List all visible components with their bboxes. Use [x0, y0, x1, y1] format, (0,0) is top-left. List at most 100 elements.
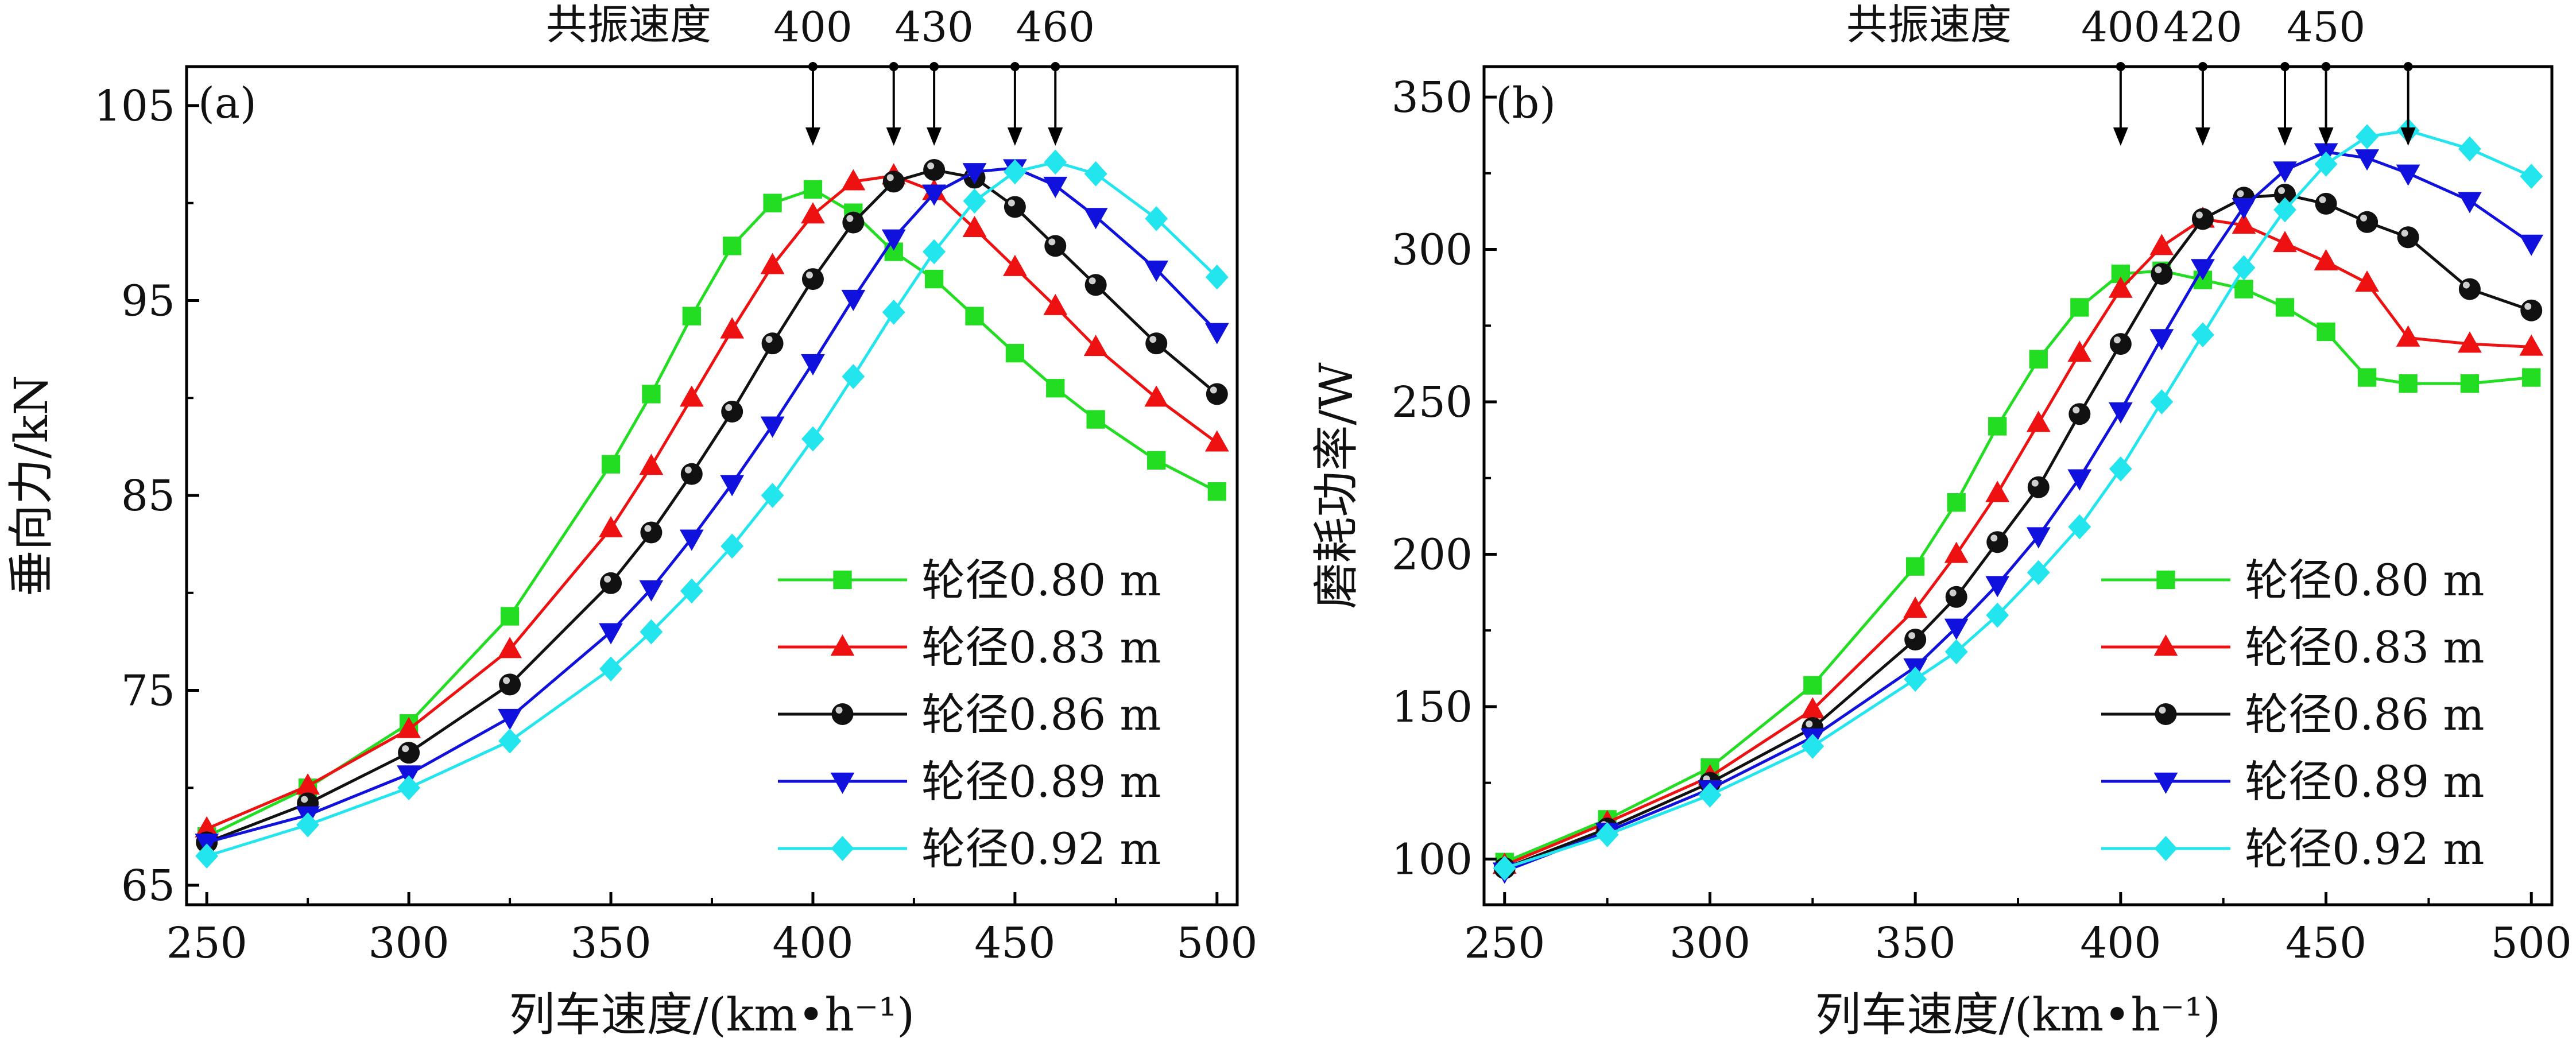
chart-b-series-1-point [2067, 340, 2092, 362]
chart-a-series-0-point [803, 180, 823, 199]
chart-b-legend-marker [2156, 570, 2175, 590]
chart-b-series-2-point-highlight [2155, 266, 2162, 274]
chart-a-series-3-point [639, 580, 664, 602]
chart-a-x-axis-label: 列车速度/(km•h⁻¹) [509, 988, 915, 1041]
chart-a-series-4-point [397, 775, 421, 801]
chart-a-series-3-point [1083, 208, 1108, 230]
chart-a-y-axis-label: 垂向力/kN [5, 375, 58, 596]
chart-a-legend-label: 轮径0.86 m [921, 689, 1161, 740]
chart-b-legend-marker [2155, 703, 2177, 725]
chart-b-series-4-point [2068, 514, 2091, 540]
chart-a-series-0-point [1147, 451, 1166, 470]
chart-a-series-2-point [801, 268, 824, 290]
chart-a-x-ticks: 250 300 350 400 450 500 [166, 892, 1257, 968]
chart-a-series-0-point [642, 385, 661, 404]
chart-a-series-2-point-highlight [1048, 238, 1056, 246]
chart-a-resonance-arrowhead [1048, 127, 1063, 146]
chart-b-series-1-point [2314, 249, 2338, 270]
chart-a-y-tick-label: 105 [94, 82, 175, 131]
chart-b-legend-label: 轮径0.92 m [2245, 823, 2484, 874]
chart-b-resonance-label: 400 [2081, 3, 2160, 51]
chart-a-series-3-point [841, 289, 866, 311]
chart-b-series-1-point [2458, 331, 2482, 353]
chart-a-series-2-point-highlight [301, 796, 308, 803]
chart-a-series-1-point [760, 253, 785, 274]
chart-b-y-tick-label: 100 [1392, 835, 1473, 884]
chart-a-series-3-point [679, 529, 704, 551]
chart-a-series-4-point [842, 364, 865, 389]
chart-b-series-1-point [2232, 212, 2256, 234]
chart-a-legend-marker [831, 703, 854, 725]
chart-a-series-2-point-highlight [927, 162, 935, 169]
chart-b-resonance-arrows [2113, 62, 2416, 146]
chart-a-series-4-point [1003, 159, 1026, 185]
chart-b-series-2-point [2458, 278, 2481, 300]
chart-b-series-0-point [2070, 298, 2089, 317]
chart-b-series-4-point [2273, 197, 2296, 223]
chart-a-series-0-point [723, 237, 742, 255]
chart-b-series-3-point [2191, 259, 2215, 281]
chart-b-series-4-point [2027, 560, 2050, 586]
chart-a-x-tick-label: 450 [974, 919, 1055, 968]
chart-a-resonance-dot [1010, 62, 1020, 71]
chart-b-legend-marker [2154, 836, 2178, 861]
chart-b-y-ticks: 100 150 200 250 300 350 [1392, 73, 1497, 884]
chart-b-resonance-arrowhead [2195, 127, 2210, 146]
chart-b-resonance-label: 450 [2287, 3, 2365, 51]
chart-b-legend-marker-highlight [2159, 707, 2166, 714]
chart-a-series-3-point [922, 184, 947, 206]
chart-b-series-4-point [2150, 389, 2174, 414]
chart-b-series-2-point [1986, 531, 2009, 553]
chart-a-y-ticks: 65 75 85 95 105 [94, 82, 199, 910]
chart-a-series-4-point [680, 578, 703, 604]
chart-a-series-0-point [1005, 343, 1025, 363]
chart-a-series-2-point-highlight [1008, 199, 1015, 207]
chart-a-series-3-point [498, 708, 522, 730]
chart-b-series-2-point-highlight [2031, 479, 2039, 487]
chart-b-series-2-point-highlight [2278, 187, 2285, 194]
chart-a-series-2-point [1145, 332, 1168, 355]
chart-b-series-3-point [2396, 164, 2420, 186]
chart-b-series-1-point [2026, 410, 2051, 432]
chart-a-series-1-point [296, 773, 320, 795]
chart-a-series-3-point [1043, 176, 1068, 198]
chart-b-series-4-point [1986, 602, 2009, 628]
chart-b-series-1-point [1985, 481, 2010, 502]
chart-a-series-4-point [1205, 264, 1229, 290]
chart-b-resonance-dot [2116, 62, 2125, 71]
chart-b-series-0-point [2460, 374, 2480, 393]
chart-b-series-4-point [2232, 255, 2256, 281]
chart-a-x-tick-label: 250 [166, 919, 247, 968]
chart-b-series-3-point [2519, 234, 2544, 256]
chart-a-x-tick-label: 500 [1176, 919, 1257, 968]
chart-a-series-4-point [195, 843, 219, 869]
chart-a-series-3-point [720, 475, 745, 497]
chart-a-series-2-point [680, 463, 703, 485]
chart-b-series-4-point [1595, 822, 1619, 847]
chart-a-series-0-point [1207, 482, 1226, 501]
chart-a-series-2-point-highlight [644, 525, 652, 532]
chart-b-y-tick-label: 150 [1392, 683, 1473, 732]
chart-a-series-2-point-highlight [765, 336, 773, 343]
chart-b-series-1-point [2273, 231, 2297, 253]
chart-a-series-2-point [923, 158, 946, 181]
chart-a-series-1-point [1144, 385, 1169, 407]
chart-b-series-1-point [2355, 270, 2379, 292]
chart-a-series-2-point-highlight [1210, 386, 1217, 394]
chart-a-y-tick-label: 85 [121, 471, 175, 521]
chart-a-series-1-point [841, 169, 866, 191]
chart-b-resonance-dot [2280, 62, 2290, 71]
chart-a-series-1-point [599, 516, 623, 537]
chart-a-series [195, 149, 1229, 869]
chart-b-series-2-point [2315, 192, 2337, 215]
chart-a-series-3-point [962, 163, 987, 185]
chart-b-resonance-labels: 400 420 450 [2081, 3, 2365, 51]
chart-b: 250 300 350 400 450 500 100 150 200 250 300 350 (b… [1310, 1, 2572, 1041]
chart-b-resonance-dot [2198, 62, 2207, 71]
chart-b-series-1-point [1944, 541, 1969, 563]
chart-a-series-4-point [720, 533, 744, 559]
chart-a-series-3-point [881, 229, 906, 251]
chart-a-series-4-point [640, 619, 663, 645]
chart-b-resonance-dot [2403, 62, 2413, 71]
